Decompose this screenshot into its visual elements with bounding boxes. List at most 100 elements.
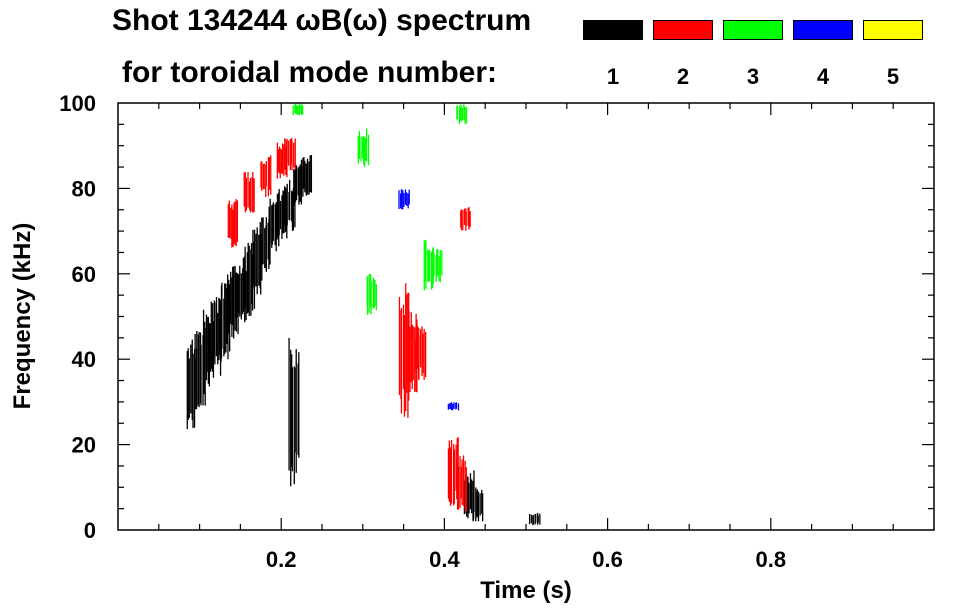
spectral-streak [278, 146, 281, 174]
spectral-streak [231, 277, 233, 337]
mode-1-region [252, 227, 263, 295]
spectral-streak [244, 172, 246, 213]
spectral-streak [190, 344, 192, 414]
y-tick-label: 100 [59, 91, 96, 116]
spectral-streak [456, 460, 459, 510]
spectral-streak [416, 325, 419, 369]
spectral-streak [297, 363, 299, 455]
spectral-streak [197, 334, 199, 406]
mode-4-region [447, 402, 460, 411]
spectral-streak [235, 273, 237, 318]
spectral-streak [398, 296, 401, 396]
spectral-streak [303, 156, 305, 189]
spectral-streak [232, 266, 234, 326]
spectral-streak [231, 204, 233, 248]
spectral-streak [288, 337, 290, 471]
spectral-streak [463, 208, 466, 225]
spectral-streak [462, 209, 464, 231]
spectral-streak [365, 137, 367, 161]
spectral-streak [419, 329, 422, 368]
spectral-streak [223, 298, 225, 357]
x-tick-label: 0.8 [756, 547, 787, 572]
spectral-streak [421, 326, 423, 377]
spectral-streak [205, 314, 208, 381]
spectral-streak [234, 265, 236, 331]
x-axis-title: Time (s) [480, 577, 572, 604]
spectral-streak [295, 349, 297, 473]
spectral-streak [243, 172, 245, 207]
spectral-streak [535, 513, 537, 523]
spectral-streak [292, 187, 295, 231]
mode-3-region [292, 103, 304, 116]
spectral-streak [202, 309, 205, 389]
spectral-streak [288, 140, 290, 166]
spectral-streak [278, 189, 280, 236]
mode-3-region [456, 104, 468, 125]
legend-label-3: 3 [746, 64, 760, 89]
spectral-streak [279, 200, 282, 230]
spectral-streak [447, 403, 450, 410]
spectral-streak [280, 149, 283, 174]
spectral-streak [227, 204, 229, 238]
spectral-streak [295, 104, 297, 115]
spectral-streak [302, 158, 304, 190]
spectral-streak [188, 358, 190, 418]
spectral-streak [300, 159, 303, 188]
spectral-streak [309, 155, 311, 193]
spectral-streak [260, 161, 262, 188]
spectral-streak [310, 154, 313, 193]
spectral-streak [288, 192, 290, 220]
chart-title: Shot 134244 ωB(ω) spectrum [112, 4, 532, 37]
spectral-streak [477, 491, 480, 522]
legend-swatch-2 [653, 20, 713, 40]
spectral-streak [291, 191, 294, 231]
spectral-streak [460, 104, 462, 122]
spectral-streak [465, 467, 467, 512]
spectral-streak [366, 276, 369, 315]
spectral-streak [294, 164, 297, 203]
spectral-streak [228, 200, 231, 238]
spectral-streak [291, 367, 294, 472]
spectral-streak [230, 271, 232, 325]
spectral-streak [464, 460, 466, 511]
spectral-streak [453, 402, 455, 409]
spectral-streak [433, 253, 435, 276]
spectral-streak [452, 403, 454, 411]
spectral-streak [294, 170, 296, 206]
spectral-streak [481, 489, 483, 514]
spectral-streak [427, 250, 430, 282]
spectral-streak [249, 178, 252, 213]
spectral-streak [245, 177, 248, 211]
spectral-streak [400, 193, 402, 209]
spectral-streak [186, 351, 188, 430]
spectral-streak [460, 466, 463, 499]
spectral-streak [469, 473, 472, 510]
spectral-streak [240, 273, 242, 320]
spectral-streak [262, 163, 265, 190]
spectral-streak [447, 448, 450, 499]
spectral-streak [425, 239, 427, 289]
spectral-streak [228, 279, 230, 334]
x-tick-label: 0.4 [429, 547, 460, 572]
axis-ticks: 0.2 0.4 0.6 0.8 0 20 40 60 80 100 [59, 91, 934, 572]
spectral-streak [400, 189, 403, 210]
spectral-streak [298, 166, 300, 205]
mode-1-region [528, 512, 541, 525]
spectral-streak [265, 217, 267, 272]
mode-3-region [366, 273, 377, 315]
spectral-streak [286, 139, 288, 164]
legend-label-4: 4 [816, 64, 830, 89]
spectral-streak [423, 328, 425, 380]
spectral-streak [534, 514, 536, 525]
spectral-streak [210, 301, 212, 370]
spectral-streak [468, 482, 470, 514]
spectral-streak [364, 138, 366, 167]
spectral-streak [482, 493, 484, 522]
spectral-streak [270, 155, 272, 195]
spectral-streak [289, 179, 291, 221]
spectral-streak [449, 403, 451, 409]
spectral-streak [239, 265, 241, 317]
spectral-streak [479, 493, 481, 516]
spectral-streak [367, 134, 370, 166]
spectral-streak [427, 249, 429, 282]
